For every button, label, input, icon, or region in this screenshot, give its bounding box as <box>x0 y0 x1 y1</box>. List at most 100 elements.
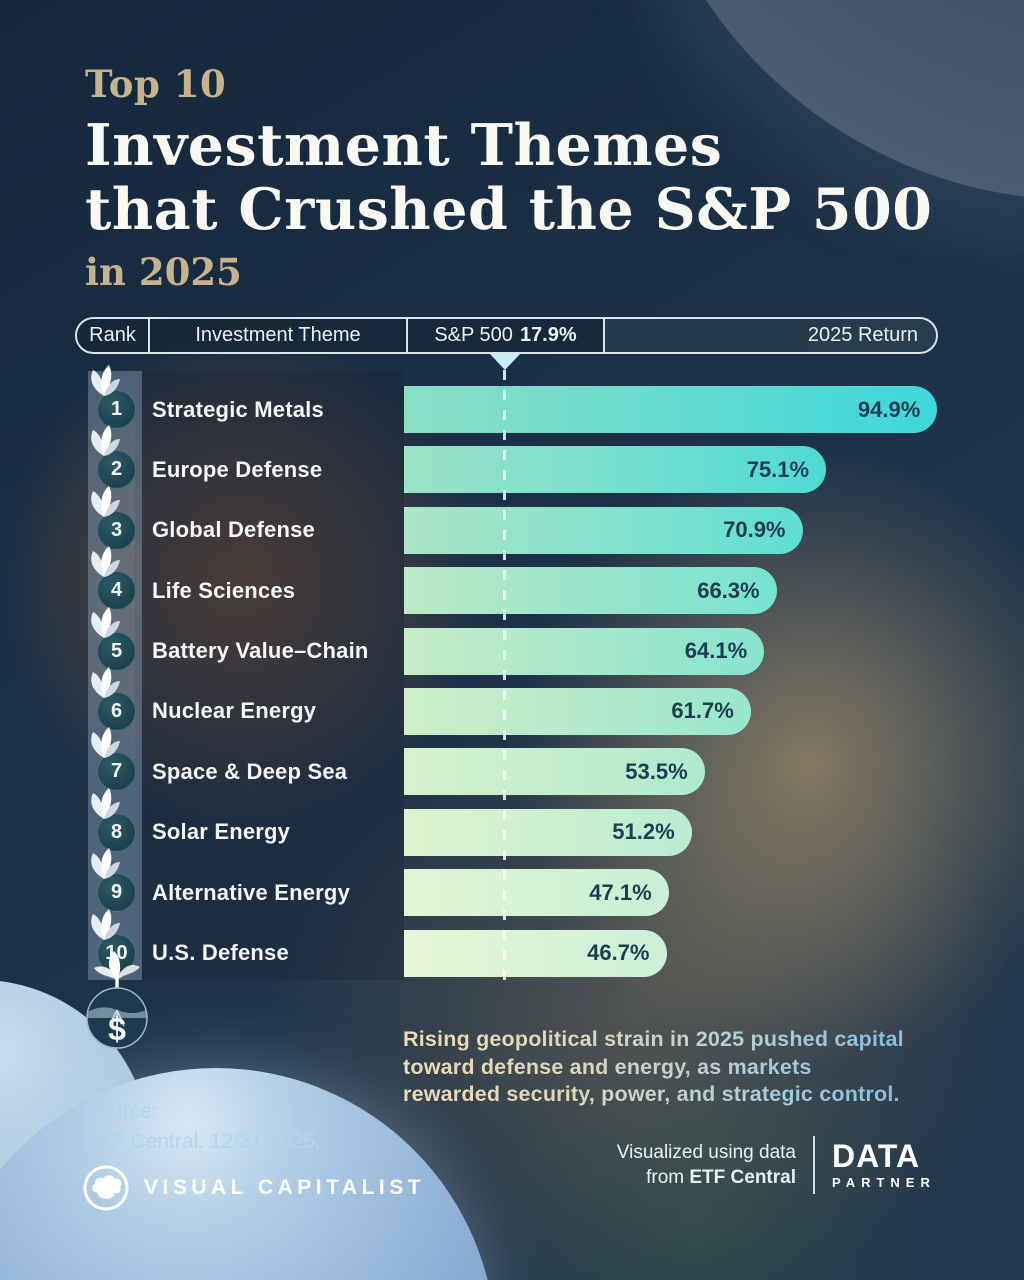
theme-label: Strategic Metals <box>152 396 324 422</box>
rank-badge: 1 <box>97 390 136 429</box>
footer-divider <box>813 1136 815 1194</box>
theme-label: U.S. Defense <box>152 940 289 966</box>
leaf-icon <box>91 666 120 698</box>
visual-capitalist-logo-icon <box>83 1165 129 1211</box>
return-value-label: 70.9% <box>723 517 786 543</box>
source-detail: ETF Central. 12/31/2025. <box>85 1130 321 1153</box>
leaf-icon <box>91 606 120 638</box>
rank-badge: 2 <box>97 450 136 490</box>
benchmark-label: S&P 500 <box>434 324 513 346</box>
return-bar: 53.5% <box>404 748 705 796</box>
leaf-icon <box>91 546 120 578</box>
return-value-label: 94.9% <box>857 396 921 422</box>
bar-chart: 1 Strategic Metals 94.9% 2 Europe Defens… <box>88 365 948 990</box>
source-label: Source: <box>85 1100 158 1123</box>
column-header-bar: Rank Investment Theme S&P 500 17.9% 2025… <box>75 317 938 354</box>
bar-track: 94.9% <box>404 386 944 433</box>
attribution-text: Visualized using data from ETF Central <box>588 1140 796 1190</box>
column-theme: Investment Theme <box>148 319 406 352</box>
title-suffix: in 2025 <box>85 250 242 294</box>
theme-row: 6 Nuclear Energy 61.7% <box>88 666 948 735</box>
bar-track: 53.5% <box>404 748 944 796</box>
attribution-source-name: ETF Central <box>689 1167 796 1188</box>
title-line-2: that Crushed the S&P 500 <box>85 176 933 243</box>
rank-badge: 7 <box>97 752 136 792</box>
data-partner-logo: DATA PARTNER <box>832 1140 936 1190</box>
data-partner-logo-sub: PARTNER <box>832 1175 936 1190</box>
rank-badge: 9 <box>97 873 136 913</box>
rank-badge: 3 <box>97 510 136 550</box>
rank-badge: 8 <box>97 812 136 852</box>
data-partner-logo-main: DATA <box>832 1138 921 1174</box>
attribution-line-1: Visualized using data <box>616 1142 796 1163</box>
theme-label: Nuclear Energy <box>152 698 317 724</box>
leaf-icon <box>91 727 120 759</box>
attribution-line-2: from ETF Central <box>646 1167 796 1188</box>
leaf-icon <box>91 848 120 880</box>
theme-row: 1 Strategic Metals 94.9% <box>88 365 948 433</box>
title-eyebrow: Top 10 <box>85 62 227 106</box>
benchmark-dashed-line <box>503 370 507 980</box>
bar-track: 66.3% <box>404 567 944 615</box>
column-benchmark: S&P 500 17.9% <box>406 319 603 352</box>
theme-label: Space & Deep Sea <box>152 758 348 784</box>
theme-label: Alternative Energy <box>152 879 351 905</box>
return-bar: 70.9% <box>404 506 803 554</box>
title-block: Top 10 Investment Themes that Crushed th… <box>85 62 932 294</box>
column-return: 2025 Return <box>603 319 936 352</box>
leaf-icon <box>91 425 120 457</box>
data-partner-block: Visualized using data from ETF Central D… <box>588 1136 936 1194</box>
column-rank: Rank <box>89 324 136 346</box>
return-value-label: 53.5% <box>625 758 688 784</box>
return-value-label: 64.1% <box>684 638 748 664</box>
return-value-label: 75.1% <box>746 456 810 482</box>
theme-row: 8 Solar Energy 51.2% <box>88 787 948 856</box>
page-title: Investment Themes that Crushed the S&P 5… <box>85 114 932 242</box>
return-bar: 47.1% <box>404 869 669 917</box>
source-note: Source: ETF Central. 12/31/2025. <box>85 1097 321 1157</box>
theme-row: 9 Alternative Energy 47.1% <box>88 848 948 917</box>
leaf-icon <box>91 485 120 517</box>
return-bar: 46.7% <box>404 929 667 977</box>
svg-text:$: $ <box>108 1011 126 1047</box>
theme-row: 2 Europe Defense 75.1% <box>88 425 948 494</box>
money-tree-icon: $ <box>86 951 148 1049</box>
brand-row: VISUAL CAPITALIST <box>82 1164 425 1212</box>
theme-row: 5 Battery Value–Chain 64.1% <box>88 606 948 675</box>
bar-track: 75.1% <box>404 446 944 494</box>
return-bar: 64.1% <box>404 627 765 675</box>
theme-label: Global Defense <box>152 517 315 543</box>
return-bar: 51.2% <box>404 808 692 856</box>
theme-label-panel <box>135 371 404 980</box>
theme-label: Battery Value–Chain <box>152 638 369 664</box>
theme-label: Europe Defense <box>152 456 323 482</box>
return-value-label: 46.7% <box>587 940 650 966</box>
return-value-label: 66.3% <box>697 577 760 603</box>
bar-track: 61.7% <box>404 687 944 735</box>
return-bar: 66.3% <box>404 567 777 615</box>
bar-track: 46.7% <box>404 929 944 977</box>
bar-track: 64.1% <box>404 627 944 675</box>
leaf-icon <box>91 787 120 819</box>
return-bar: 94.9% <box>404 386 938 433</box>
leaf-icon <box>91 365 120 396</box>
benchmark-pointer-icon <box>489 354 520 370</box>
bar-track: 47.1% <box>404 869 944 917</box>
benchmark-value: 17.9% <box>519 324 577 346</box>
theme-row: 4 Life Sciences 66.3% <box>88 546 948 615</box>
return-value-label: 61.7% <box>671 698 734 724</box>
theme-row: 3 Global Defense 70.9% <box>88 485 948 554</box>
return-bar: 61.7% <box>404 687 751 735</box>
leaf-icon <box>91 908 120 940</box>
title-line-1: Investment Themes <box>85 112 723 179</box>
bar-track: 70.9% <box>404 506 944 554</box>
theme-label: Solar Energy <box>152 819 291 845</box>
return-bar: 75.1% <box>404 446 827 494</box>
theme-row: 10 U.S. Defense 46.7% <box>88 908 948 977</box>
theme-label: Life Sciences <box>152 577 296 603</box>
return-value-label: 47.1% <box>589 879 652 905</box>
rank-badge: 4 <box>97 571 136 611</box>
rank-badge: 5 <box>97 631 136 671</box>
bar-track: 51.2% <box>404 808 944 856</box>
